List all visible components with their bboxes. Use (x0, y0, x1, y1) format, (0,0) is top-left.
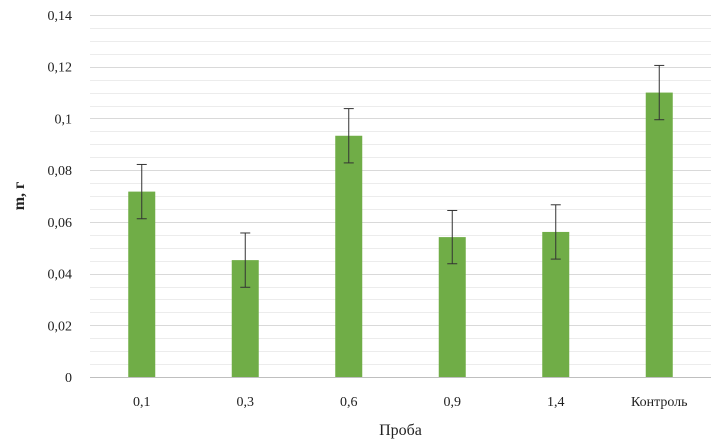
y-tick-label: 0,06 (48, 216, 73, 231)
bar (128, 191, 156, 377)
x-tick-label: 1,4 (547, 395, 565, 410)
x-tick-label: 0,6 (340, 395, 358, 410)
bar (335, 135, 363, 377)
gridlines (90, 15, 711, 365)
y-tick-label: 0,12 (48, 61, 73, 76)
bars (128, 92, 673, 378)
x-axis-title: Проба (379, 422, 422, 439)
x-tick-label: 0,3 (237, 395, 255, 410)
y-tick-label: 0,1 (55, 112, 73, 127)
x-tick-labels: 0,1 0,3 0,6 0,9 1,4 Контроль (133, 395, 688, 410)
bar (645, 92, 673, 378)
y-tick-label: 0,08 (48, 164, 73, 179)
y-tick-label: 0,14 (48, 9, 73, 24)
error-bars (136, 64, 665, 288)
x-tick-label: 0,1 (133, 395, 151, 410)
y-axis-title: m, г (11, 182, 28, 211)
x-tick-label: Контроль (631, 395, 688, 410)
y-tick-label: 0,04 (48, 268, 73, 283)
x-tick-label: 0,9 (444, 395, 462, 410)
y-tick-label: 0 (65, 371, 72, 386)
y-tick-labels: 0 0,02 0,04 0,06 0,08 0,1 0,12 0,14 (48, 9, 73, 386)
y-tick-label: 0,02 (48, 319, 73, 334)
